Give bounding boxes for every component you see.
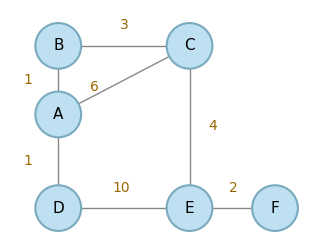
- Text: B: B: [53, 38, 64, 53]
- Text: 1: 1: [23, 73, 32, 87]
- Text: A: A: [53, 107, 64, 122]
- Text: D: D: [52, 201, 64, 216]
- Text: 10: 10: [112, 181, 130, 194]
- Text: 1: 1: [23, 154, 32, 168]
- Text: 3: 3: [120, 18, 128, 32]
- Ellipse shape: [167, 185, 212, 231]
- Text: F: F: [271, 201, 280, 216]
- Text: 4: 4: [208, 119, 217, 133]
- Text: E: E: [185, 201, 194, 216]
- Text: 2: 2: [229, 181, 238, 194]
- Ellipse shape: [35, 185, 81, 231]
- Text: 6: 6: [90, 80, 99, 94]
- Ellipse shape: [167, 23, 212, 69]
- Ellipse shape: [252, 185, 298, 231]
- Ellipse shape: [35, 23, 81, 69]
- Ellipse shape: [35, 92, 81, 137]
- Text: C: C: [184, 38, 195, 53]
